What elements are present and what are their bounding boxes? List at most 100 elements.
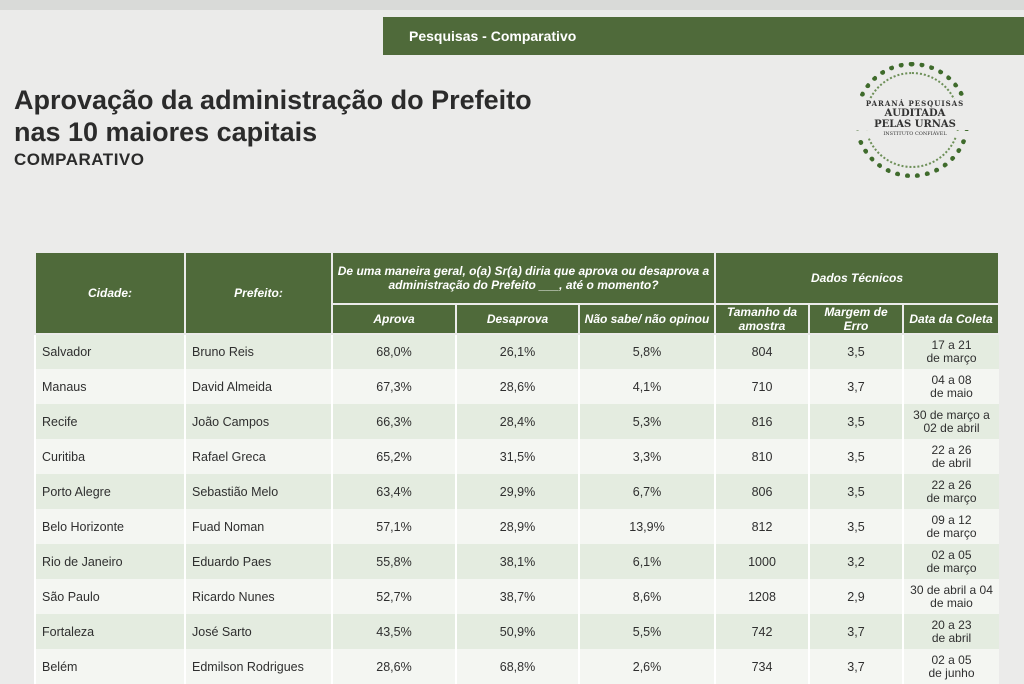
header-technical-data: Dados Técnicos xyxy=(713,251,1001,305)
cell-sample-size: 1000 xyxy=(714,544,809,579)
cell-sample-size: 1208 xyxy=(714,579,809,614)
logo-text-2: AUDITADA xyxy=(850,108,980,119)
cell-disapprove: 68,8% xyxy=(455,649,579,684)
date-line-1: 30 de março a xyxy=(913,407,990,422)
cell-sample-size: 806 xyxy=(714,474,809,509)
cell-unsure: 6,1% xyxy=(578,544,715,579)
cell-collection-date: 02 a 05 de junho xyxy=(901,649,1000,684)
date-line-2: de março xyxy=(926,490,977,505)
cell-approve: 68,0% xyxy=(331,334,456,369)
header-margin-of-error: Margem de Erro xyxy=(808,303,904,335)
cell-city: Manaus xyxy=(34,369,185,404)
cell-unsure: 5,3% xyxy=(578,404,715,439)
header-city: Cidade: xyxy=(34,251,186,335)
cell-unsure: 13,9% xyxy=(578,509,715,544)
date-line-1: 04 a 08 xyxy=(931,372,972,387)
cell-mayor: Fuad Noman xyxy=(184,509,332,544)
cell-mayor: Eduardo Paes xyxy=(184,544,332,579)
cell-sample-size: 804 xyxy=(714,334,809,369)
approval-table: Cidade: Prefeito: De uma maneira geral, … xyxy=(34,251,1001,684)
cell-city: Fortaleza xyxy=(34,614,185,649)
cell-margin-of-error: 3,5 xyxy=(808,509,903,544)
date-line-1: 17 a 21 xyxy=(931,338,972,352)
title-line-2: nas 10 maiores capitais xyxy=(14,117,318,147)
date-line-1: 30 de abril a 04 xyxy=(910,582,993,597)
cell-margin-of-error: 3,7 xyxy=(808,369,903,404)
cell-mayor: Sebastião Melo xyxy=(184,474,332,509)
cell-mayor: David Almeida xyxy=(184,369,332,404)
cell-city: Belém xyxy=(34,649,185,684)
cell-city: Recife xyxy=(34,404,185,439)
cell-approve: 65,2% xyxy=(331,439,456,474)
date-line-1: 20 a 23 xyxy=(931,617,972,632)
cell-approve: 43,5% xyxy=(331,614,456,649)
cell-approve: 63,4% xyxy=(331,474,456,509)
cell-mayor: João Campos xyxy=(184,404,332,439)
cell-city: Rio de Janeiro xyxy=(34,544,185,579)
header-mayor: Prefeito: xyxy=(184,251,333,335)
cell-unsure: 6,7% xyxy=(578,474,715,509)
cell-collection-date: 02 a 05 de março xyxy=(901,544,1000,579)
header-sample-size: Tamanho da amostra xyxy=(714,303,810,335)
cell-mayor: Edmilson Rodrigues xyxy=(184,649,332,684)
institute-logo: PARANÁ PESQUISAS AUDITADA PELAS URNAS IN… xyxy=(850,58,980,188)
cell-sample-size: 810 xyxy=(714,439,809,474)
cell-margin-of-error: 3,5 xyxy=(808,334,903,369)
cell-margin-of-error: 2,9 xyxy=(808,579,903,614)
cell-unsure: 3,3% xyxy=(578,439,715,474)
page-title: Aprovação da administração do Prefeito n… xyxy=(14,84,654,148)
cell-city: Porto Alegre xyxy=(34,474,185,509)
table-row: Recife João Campos 66,3% 28,4% 5,3% 816 3,5 30 … xyxy=(34,404,1000,439)
date-line-2: de março xyxy=(926,560,977,575)
table-row: Belém Edmilson Rodrigues 28,6% 68,8% 2,6% 734… xyxy=(34,649,1000,684)
cell-margin-of-error: 3,5 xyxy=(808,474,903,509)
cell-city: Salvador xyxy=(34,334,185,369)
cell-collection-date: 22 a 26 de março xyxy=(901,474,1000,509)
cell-margin-of-error: 3,7 xyxy=(808,649,903,684)
cell-city: São Paulo xyxy=(34,579,185,614)
cell-approve: 57,1% xyxy=(331,509,456,544)
table-row: Manaus David Almeida 67,3% 28,6% 4,1% 710 3,7 0… xyxy=(34,369,1000,404)
top-strip xyxy=(0,0,1024,10)
cell-disapprove: 28,6% xyxy=(455,369,579,404)
cell-collection-date: 04 a 08 de maio xyxy=(901,369,1000,404)
cell-approve: 67,3% xyxy=(331,369,456,404)
date-line-1: 02 a 05 xyxy=(931,652,972,667)
cell-collection-date: 17 a 21 de março xyxy=(901,334,1000,369)
date-line-1: 22 a 26 xyxy=(931,442,972,457)
cell-margin-of-error: 3,7 xyxy=(808,614,903,649)
table-body: Salvador Bruno Reis 68,0% 26,1% 5,8% 804 3,5 17… xyxy=(34,334,1000,684)
cell-city: Curitiba xyxy=(34,439,185,474)
cell-unsure: 4,1% xyxy=(578,369,715,404)
header-unsure: Não sabe/ não opinou xyxy=(578,303,716,335)
cell-unsure: 8,6% xyxy=(578,579,715,614)
cell-city: Belo Horizonte xyxy=(34,509,185,544)
table-row: Porto Alegre Sebastião Melo 63,4% 29,9% 6,7%… xyxy=(34,474,1000,509)
logo-text-3: PELAS URNAS xyxy=(850,119,980,130)
cell-unsure: 5,5% xyxy=(578,614,715,649)
date-line-2: de março xyxy=(926,351,977,365)
table-row: Salvador Bruno Reis 68,0% 26,1% 5,8% 804 3,5 17… xyxy=(34,334,1000,369)
cell-mayor: Ricardo Nunes xyxy=(184,579,332,614)
cell-margin-of-error: 3,5 xyxy=(808,404,903,439)
cell-collection-date: 22 a 26 de abril xyxy=(901,439,1000,474)
table-row: Fortaleza José Sarto 43,5% 50,9% 5,5% 742 3,7 2… xyxy=(34,614,1000,649)
header-question: De uma maneira geral, o(a) Sr(a) diria q… xyxy=(331,251,716,305)
table-row: São Paulo Ricardo Nunes 52,7% 38,7% 8,6% 1208… xyxy=(34,579,1000,614)
date-line-1: 22 a 26 xyxy=(931,477,972,492)
cell-disapprove: 31,5% xyxy=(455,439,579,474)
cell-collection-date: 30 de março a 02 de abril xyxy=(901,404,1000,439)
date-line-2: de junho xyxy=(928,665,975,680)
cell-disapprove: 28,4% xyxy=(455,404,579,439)
date-line-1: 09 a 12 xyxy=(931,512,972,527)
date-line-2: de maio xyxy=(930,595,973,610)
section-label: Pesquisas - Comparativo xyxy=(409,28,577,44)
cell-approve: 52,7% xyxy=(331,579,456,614)
cell-unsure: 2,6% xyxy=(578,649,715,684)
cell-approve: 55,8% xyxy=(331,544,456,579)
cell-collection-date: 20 a 23 de abril xyxy=(901,614,1000,649)
cell-disapprove: 50,9% xyxy=(455,614,579,649)
logo-text-1: PARANÁ PESQUISAS xyxy=(850,99,980,108)
cell-margin-of-error: 3,5 xyxy=(808,439,903,474)
cell-sample-size: 734 xyxy=(714,649,809,684)
